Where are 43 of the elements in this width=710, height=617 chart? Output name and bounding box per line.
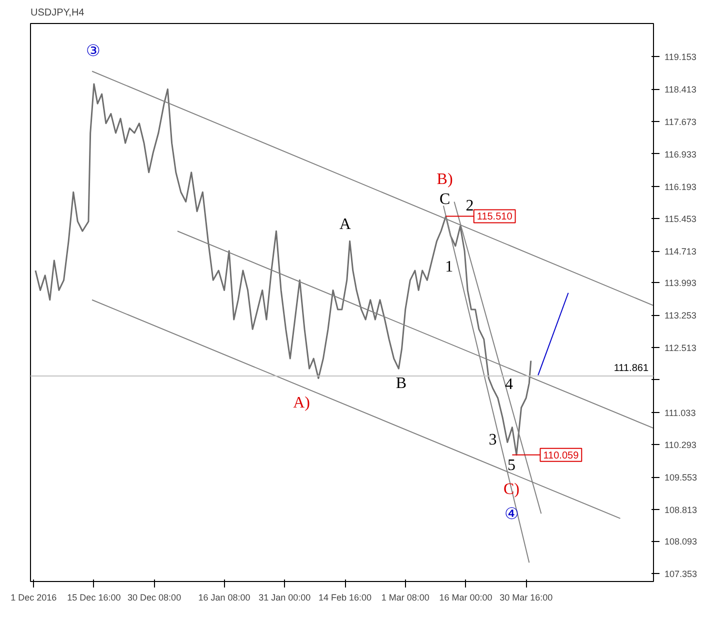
y-tick-label: 110.293: [664, 440, 696, 450]
x-tick-label: 31 Jan 00:00: [258, 592, 311, 602]
y-tick-label: 107.353: [664, 568, 698, 579]
annotation: 3: [488, 432, 497, 449]
y-tick-label: 114.713: [664, 246, 696, 257]
annotation: C): [503, 480, 520, 498]
y-tick-label: 116.193: [664, 182, 696, 192]
annotation: ③: [86, 42, 100, 60]
y-tick-label: 118.413: [664, 84, 696, 95]
y-tick-label: 113.253: [664, 310, 696, 321]
ref-line-label: 111.861: [614, 363, 649, 374]
y-tick-label: 113.993: [664, 278, 696, 288]
y-tick-label: 112.513: [664, 342, 696, 353]
chart-title: USDJPY,H4: [30, 8, 85, 18]
annotation: C: [439, 190, 450, 208]
y-tick-label: 108.093: [664, 536, 698, 547]
annotation: A: [339, 216, 352, 233]
annotation: 2: [466, 197, 474, 214]
x-tick-label: 14 Feb 16:00: [318, 592, 372, 602]
y-tick-label: 116.933: [664, 149, 696, 160]
y-tick-label: 111.033: [664, 408, 696, 418]
x-tick-label: 1 Dec 2016: [10, 592, 57, 602]
x-tick-label: 15 Dec 16:00: [67, 592, 121, 602]
y-tick-label: 117.673: [664, 116, 696, 127]
annotation: B): [436, 171, 453, 188]
annotation: 110.059: [543, 450, 580, 462]
annotation: ④: [504, 506, 518, 524]
annotation: 4: [504, 376, 513, 393]
y-tick-label: 108.813: [664, 505, 698, 516]
x-tick-label: 16 Mar 00:00: [439, 592, 492, 602]
x-tick-label: 16 Jan 08:00: [198, 592, 250, 602]
annotation: 5: [507, 456, 516, 474]
y-tick-label: 109.553: [664, 472, 698, 483]
x-tick-label: 1 Mar 08:00: [381, 592, 430, 602]
x-tick-label: 30 Mar 16:00: [500, 592, 553, 602]
y-tick-label: 115.453: [664, 214, 696, 224]
y-tick-label: 119.153: [664, 52, 696, 62]
x-tick-label: 30 Dec 08:00: [128, 592, 182, 602]
annotation: B: [396, 374, 407, 392]
annotation: A): [293, 394, 310, 412]
annotation: 115.510: [476, 212, 513, 223]
line-series: [34, 83, 532, 456]
annotation: 1: [445, 258, 454, 276]
